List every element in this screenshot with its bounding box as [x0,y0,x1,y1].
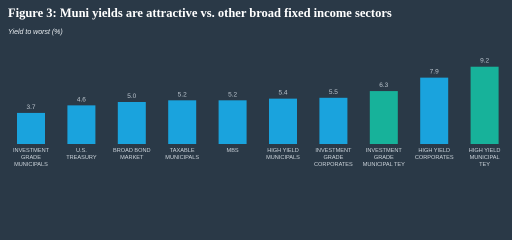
bar [67,105,96,144]
x-tick-label: INVESTMENT GRADE CORPORATES [314,148,353,168]
value-label: 7.9 [430,69,439,76]
value-label: 5.2 [228,91,237,98]
x-tick-label: INVESTMENT GRADE MUNICIPALS [12,148,50,168]
bar [319,97,348,144]
value-label: 9.2 [480,58,489,65]
value-label: 5.2 [178,91,187,98]
chart-subtitle: Yield to worst (%) [8,29,63,36]
bar [470,66,499,144]
bar [117,102,146,144]
bar [17,112,45,144]
chart: 3.7 4.6 5.0 5.2 5.2 5.4 5.5 6.3 7.9 9.2 [17,58,499,144]
bar [269,98,297,144]
value-label: 6.3 [379,82,388,89]
bar [369,91,398,144]
x-tick-label: HIGH YIELD CORPORATES [414,148,454,161]
value-label: 5.4 [278,90,287,97]
x-tick-label: TAXABLE MUNICIPALS [165,148,200,161]
bar [168,100,197,144]
x-tick-label: MBS [226,148,239,154]
x-tick-label: BROAD BOND MARKET [112,148,151,161]
x-tick-label: HIGH YIELD MUNICIPAL TEY [468,148,501,168]
bar [420,77,449,144]
bar [218,100,247,144]
chart-title: Figure 3: Muni yields are attractive vs.… [8,6,392,20]
value-label: 5.0 [127,93,136,100]
value-label: 3.7 [26,104,35,111]
x-tick-label: HIGH YIELD MUNICIPALS [266,148,300,161]
x-tick-label: U.S. TREASURY [66,148,97,161]
value-label: 5.5 [329,89,338,96]
x-tick-label: INVESTMENT GRADE MUNICIPAL TEY [362,148,405,168]
page: Figure 3: Muni yields are attractive vs.… [8,6,501,168]
value-label: 4.6 [77,96,86,103]
